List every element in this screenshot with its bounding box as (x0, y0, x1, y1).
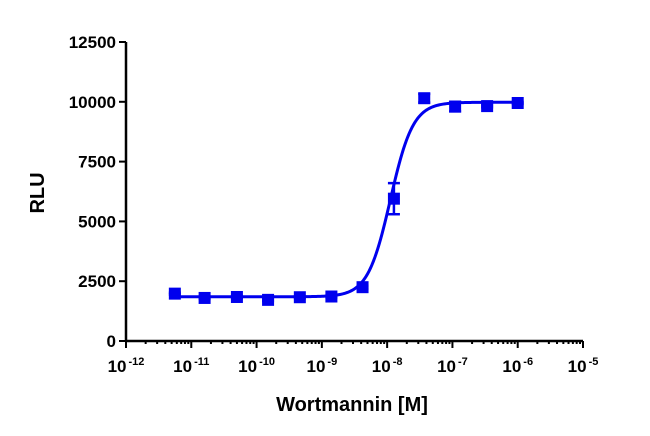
x-tick-label: 10 -11 (173, 356, 209, 376)
point-marker (168, 287, 181, 300)
y-axis-title: RLU (27, 172, 49, 213)
data-point (387, 181, 400, 216)
data-point (168, 287, 181, 300)
point-marker (230, 290, 243, 303)
y-tick-label: 5000 (78, 212, 116, 231)
data-point (293, 291, 306, 304)
data-point (262, 293, 275, 306)
y-tick-label: 2500 (78, 272, 116, 291)
x-tick-label: 10 -8 (372, 356, 403, 376)
x-axis-title: Wortmannin [M] (276, 394, 428, 416)
x-tick-label: 10 -6 (502, 356, 533, 376)
point-marker (356, 281, 369, 294)
point-marker (449, 100, 462, 113)
data-points (168, 92, 524, 306)
data-point (356, 281, 369, 294)
point-marker (511, 96, 524, 109)
data-point (325, 290, 338, 303)
point-marker (387, 192, 400, 205)
x-tick-label: 10 -9 (307, 356, 338, 376)
point-marker (198, 291, 211, 304)
y-ticks: 0 2500 5000 7500 10000 12500 (69, 33, 126, 351)
point-marker (293, 291, 306, 304)
x-tick-label: 10 -7 (437, 356, 468, 376)
data-point (418, 92, 431, 105)
x-tick-label: 10 -10 (238, 356, 275, 376)
y-tick-label: 10000 (69, 93, 116, 112)
point-marker (325, 290, 338, 303)
x-tick-label: 10 -5 (568, 356, 599, 376)
data-point (511, 96, 524, 109)
y-tick-label: 7500 (78, 153, 116, 172)
data-point (481, 100, 494, 113)
x-tick-label: 10 -12 (108, 356, 145, 376)
data-point (198, 291, 211, 304)
x-ticks: 10 -12 10 -11 10 -10 10 -9 10 -8 10 -7 10 -6 10 -5 (108, 341, 599, 376)
fit-curve (174, 100, 518, 299)
data-point (449, 100, 462, 113)
point-marker (262, 293, 275, 306)
point-marker (418, 92, 431, 105)
data-point (230, 290, 243, 303)
point-marker (481, 100, 494, 113)
y-tick-label: 12500 (69, 33, 116, 52)
y-tick-label: 0 (107, 332, 116, 351)
